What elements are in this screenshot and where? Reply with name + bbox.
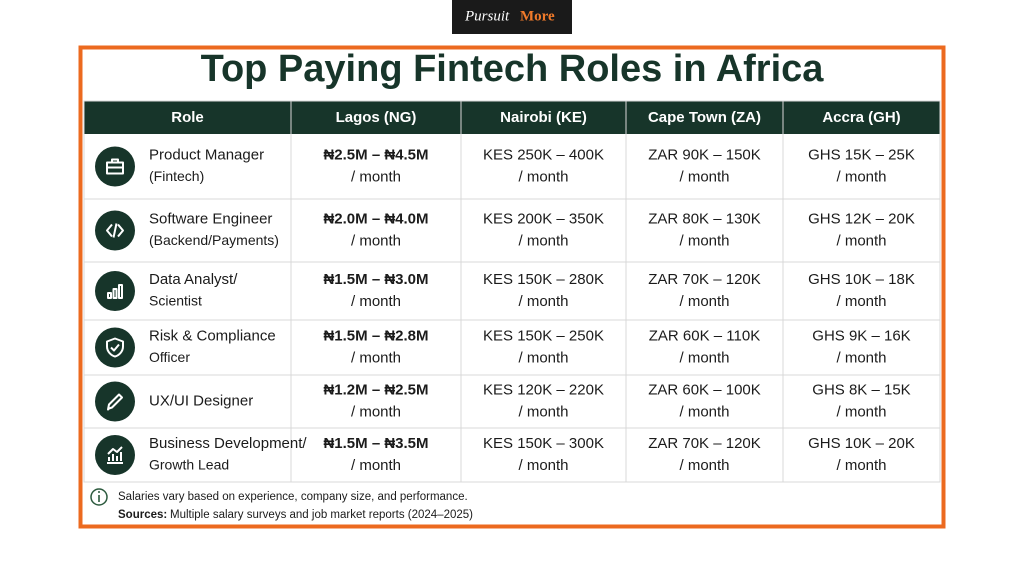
salary-period: / month (836, 293, 886, 310)
table: Role Lagos (NG) Nairobi (KE) Cape Town (ZA)… (83, 100, 941, 483)
salary-period: / month (518, 293, 568, 310)
role-name: Business Development/ (149, 435, 307, 452)
title: Top Paying Fintech Roles in Africa (201, 48, 825, 90)
sources-text: Multiple salary surveys and job market r… (170, 509, 473, 521)
role-icon (95, 327, 135, 368)
salary-range: GHS 9K – 16K (812, 327, 910, 344)
salary-period: / month (351, 168, 401, 185)
role-icon-glyph (106, 337, 124, 358)
salary-range: ₦1.5M – ₦2.8M (323, 327, 428, 344)
salary-range: ZAR 70K – 120K (648, 435, 761, 452)
column-header: Cape Town (ZA) (648, 109, 761, 126)
salary-period: / month (518, 403, 568, 420)
table-border (83, 100, 941, 483)
salary-range: GHS 12K – 20K (808, 210, 915, 227)
salary-range: ZAR 60K – 100K (648, 381, 761, 398)
role-name: Product Manager (149, 146, 264, 163)
salary-range: ZAR 90K – 150K (648, 146, 761, 163)
salary-period: / month (351, 232, 401, 249)
salary-period: / month (836, 403, 886, 420)
salary-period: / month (679, 232, 729, 249)
logo-box (452, 0, 572, 34)
salary-range: GHS 15K – 25K (808, 146, 915, 163)
salary-range: KES 200K – 350K (483, 210, 604, 227)
role-name: Growth Lead (149, 457, 229, 473)
role-icon-glyph (106, 223, 124, 238)
salary-range: ₦1.5M – ₦3.5M (323, 435, 428, 452)
logo-text: Pursuit (464, 8, 510, 24)
salary-period: / month (351, 457, 401, 474)
salary-range: ₦1.2M – ₦2.5M (323, 381, 428, 398)
role-name: Software Engineer (149, 210, 272, 227)
role-name: Data Analyst/ (149, 271, 238, 288)
salary-range: ZAR 70K – 120K (648, 271, 761, 288)
salary-range: ₦1.5M – ₦3.0M (323, 271, 428, 288)
role-icon (95, 271, 135, 311)
role-name: Risk & Compliance (149, 327, 276, 344)
salary-range: KES 150K – 280K (483, 271, 604, 288)
column-header: Nairobi (KE) (500, 109, 587, 126)
role-name: Officer (149, 349, 190, 365)
column-header: Accra (GH) (822, 109, 900, 126)
salary-range: KES 120K – 220K (483, 381, 604, 398)
salary-period: / month (518, 457, 568, 474)
role-name: Scientist (149, 293, 202, 309)
salary-period: / month (518, 168, 568, 185)
role-name: (Backend/Payments) (149, 232, 279, 248)
salary-period: / month (351, 349, 401, 366)
role-name: (Fintech) (149, 168, 204, 184)
role-icon-glyph (107, 284, 123, 299)
salary-range: GHS 10K – 18K (808, 271, 915, 288)
salary-range: ₦2.0M – ₦4.0M (323, 210, 428, 227)
salary-range: GHS 8K – 15K (812, 381, 910, 398)
salary-range: KES 150K – 250K (483, 327, 604, 344)
role-icon-glyph (107, 393, 123, 411)
sources-label: Sources: (118, 509, 167, 521)
salary-period: / month (836, 232, 886, 249)
salary-period: / month (351, 403, 401, 420)
salary-range: ₦2.5M – ₦4.5M (323, 146, 428, 163)
info-icon (90, 488, 108, 506)
table-header (84, 101, 940, 134)
role-icon (95, 381, 135, 422)
info-icon-dot (98, 491, 100, 493)
salary-period: / month (836, 349, 886, 366)
logo-accent: More (520, 8, 555, 24)
salary-period: / month (679, 457, 729, 474)
salary-period: / month (679, 403, 729, 420)
salary-range: ZAR 80K – 130K (648, 210, 761, 227)
role-icon (95, 435, 135, 475)
salary-period: / month (836, 457, 886, 474)
salary-period: / month (836, 168, 886, 185)
column-header: Lagos (NG) (336, 109, 417, 126)
salary-period: / month (518, 232, 568, 249)
salary-range: KES 250K – 400K (483, 146, 604, 163)
salary-range: ZAR 60K – 110K (649, 327, 760, 344)
salary-period: / month (351, 293, 401, 310)
column-header: Role (171, 109, 204, 126)
salary-period: / month (518, 349, 568, 366)
salary-range: KES 150K – 300K (483, 435, 604, 452)
role-name: UX/UI Designer (149, 392, 253, 409)
footer-note: Salaries vary based on experience, compa… (118, 491, 468, 503)
salary-period: / month (679, 349, 729, 366)
role-icon-glyph (107, 446, 123, 464)
salary-period: / month (679, 168, 729, 185)
salary-period: / month (679, 293, 729, 310)
role-icon-glyph (106, 158, 124, 175)
salary-range: GHS 10K – 20K (808, 435, 915, 452)
